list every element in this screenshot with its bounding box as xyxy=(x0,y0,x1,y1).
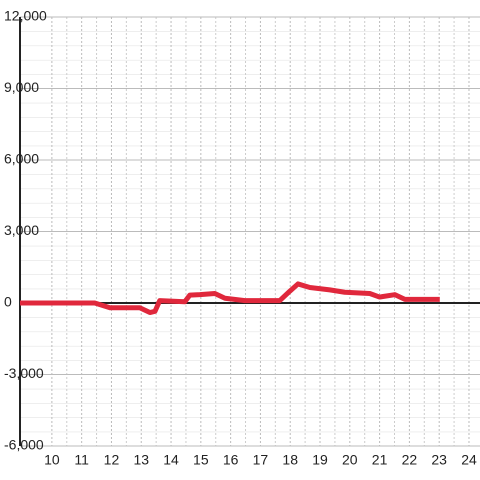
x-tick-label: 11 xyxy=(74,452,89,468)
x-tick-label: 10 xyxy=(44,452,60,468)
x-tick-label: 17 xyxy=(253,452,269,468)
y-tick-label: 9,000 xyxy=(4,79,39,95)
x-tick-label: 15 xyxy=(193,452,209,468)
x-tick-label: 22 xyxy=(402,452,418,468)
x-tick-label: 14 xyxy=(163,452,179,468)
x-tick-label: 18 xyxy=(282,452,298,468)
y-tick-label: -3,000 xyxy=(4,365,44,381)
y-tick-label: -6,000 xyxy=(4,437,44,453)
x-tick-label: 21 xyxy=(372,452,388,468)
x-tick-label: 24 xyxy=(461,452,477,468)
y-tick-label: 0 xyxy=(4,294,12,310)
x-tick-label: 16 xyxy=(223,452,239,468)
x-tick-label: 13 xyxy=(133,452,149,468)
x-tick-label: 19 xyxy=(312,452,328,468)
x-tick-label: 20 xyxy=(342,452,358,468)
y-tick-label: 3,000 xyxy=(4,222,39,238)
x-tick-label: 12 xyxy=(104,452,120,468)
data-line xyxy=(20,281,440,316)
y-tick-label: 6,000 xyxy=(4,151,39,167)
x-tick-label: 23 xyxy=(431,452,447,468)
y-tick-label: 12,000 xyxy=(4,8,47,24)
